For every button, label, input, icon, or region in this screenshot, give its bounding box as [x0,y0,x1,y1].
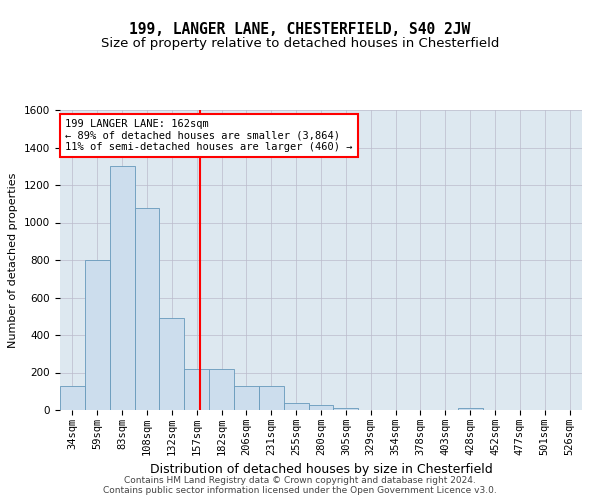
Y-axis label: Number of detached properties: Number of detached properties [8,172,19,348]
Text: 199, LANGER LANE, CHESTERFIELD, S40 2JW: 199, LANGER LANE, CHESTERFIELD, S40 2JW [130,22,470,38]
Bar [60,386,85,410]
Bar [160,318,184,410]
Bar [334,408,358,410]
Bar [234,386,259,410]
Bar [259,386,284,410]
Text: Size of property relative to detached houses in Chesterfield: Size of property relative to detached ho… [101,38,499,51]
X-axis label: Distribution of detached houses by size in Chesterfield: Distribution of detached houses by size … [149,464,493,476]
Bar [134,208,160,410]
Bar [308,406,334,410]
Text: 199 LANGER LANE: 162sqm
← 89% of detached houses are smaller (3,864)
11% of semi: 199 LANGER LANE: 162sqm ← 89% of detache… [65,119,353,152]
Bar [110,166,134,410]
Bar [184,369,209,410]
Bar [284,404,308,410]
Text: Contains HM Land Registry data © Crown copyright and database right 2024.
Contai: Contains HM Land Registry data © Crown c… [103,476,497,495]
Bar [85,260,110,410]
Bar [209,369,234,410]
Bar [458,408,482,410]
